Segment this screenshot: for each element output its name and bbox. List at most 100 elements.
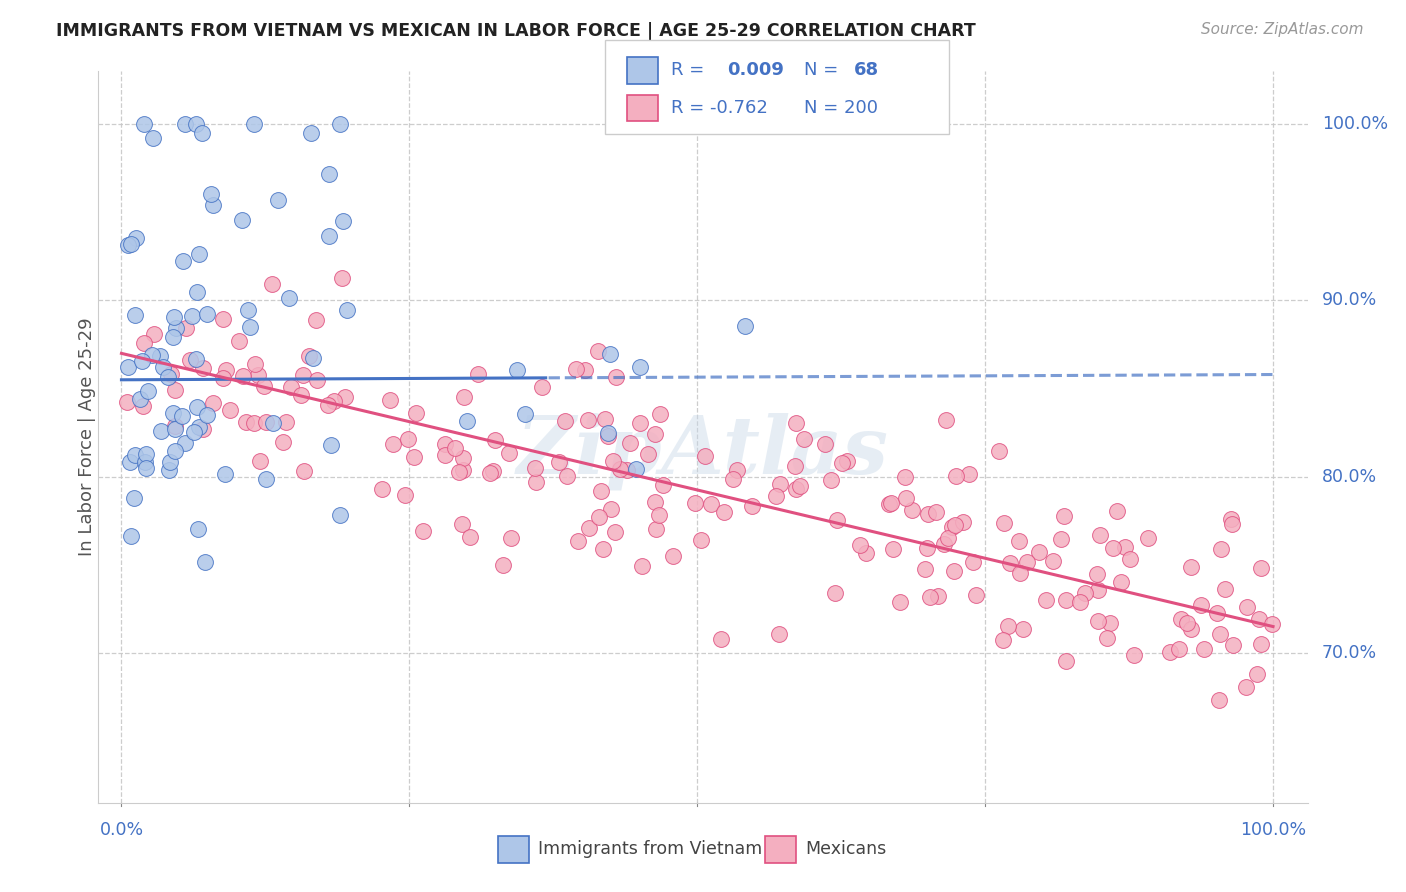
- Point: [243, 357, 266, 371]
- Text: R =: R =: [671, 62, 710, 79]
- Point: [131, 354, 153, 368]
- Point: [588, 510, 610, 524]
- Point: [644, 495, 666, 509]
- Point: [599, 347, 621, 361]
- Point: [149, 349, 172, 363]
- Point: [901, 502, 924, 516]
- Point: [565, 361, 588, 376]
- Point: [183, 425, 205, 439]
- Point: [952, 516, 974, 530]
- Text: Source: ZipAtlas.com: Source: ZipAtlas.com: [1201, 22, 1364, 37]
- Text: Mexicans: Mexicans: [806, 840, 887, 858]
- Point: [785, 458, 807, 473]
- Point: [849, 538, 872, 552]
- Point: [1194, 642, 1216, 657]
- Point: [1189, 598, 1212, 612]
- Point: [262, 277, 284, 292]
- Point: [785, 483, 807, 497]
- Point: [292, 368, 315, 383]
- Point: [600, 501, 623, 516]
- Point: [1220, 516, 1243, 531]
- Point: [231, 212, 253, 227]
- Text: 70.0%: 70.0%: [1322, 644, 1378, 662]
- Point: [162, 406, 184, 420]
- Point: [232, 368, 254, 383]
- Point: [1109, 574, 1132, 589]
- Point: [586, 344, 609, 359]
- Point: [914, 562, 936, 576]
- Point: [943, 564, 966, 578]
- Point: [1180, 559, 1202, 574]
- Point: [945, 468, 967, 483]
- Point: [187, 247, 209, 261]
- Point: [524, 475, 547, 489]
- Point: [602, 453, 624, 467]
- Point: [637, 447, 659, 461]
- Point: [628, 360, 651, 375]
- Point: [235, 415, 257, 429]
- Point: [135, 461, 157, 475]
- Point: [174, 436, 197, 450]
- Point: [142, 131, 165, 145]
- Point: [1167, 642, 1189, 657]
- Point: [506, 363, 529, 377]
- Point: [574, 363, 596, 377]
- Text: ZipAtlas: ZipAtlas: [517, 413, 889, 491]
- Point: [124, 448, 146, 462]
- Point: [1180, 622, 1202, 636]
- Point: [934, 537, 956, 551]
- Point: [938, 531, 960, 545]
- Text: 100.0%: 100.0%: [1322, 115, 1388, 133]
- Point: [254, 415, 277, 429]
- Point: [163, 310, 186, 325]
- Point: [253, 378, 276, 392]
- Point: [1175, 616, 1198, 631]
- Point: [644, 427, 666, 442]
- Point: [785, 416, 807, 430]
- Point: [115, 395, 138, 409]
- Point: [1105, 503, 1128, 517]
- Point: [1137, 531, 1160, 545]
- Point: [997, 619, 1019, 633]
- Point: [1054, 654, 1077, 668]
- Point: [1074, 586, 1097, 600]
- Point: [467, 367, 489, 381]
- Point: [941, 520, 963, 534]
- Point: [1087, 614, 1109, 628]
- Point: [1012, 622, 1035, 636]
- Point: [172, 254, 194, 268]
- Point: [180, 309, 202, 323]
- Point: [305, 312, 328, 326]
- Point: [165, 421, 187, 435]
- Point: [889, 595, 911, 609]
- Point: [713, 505, 735, 519]
- Point: [498, 446, 520, 460]
- Point: [1219, 512, 1241, 526]
- Point: [135, 447, 157, 461]
- Point: [267, 193, 290, 207]
- Point: [652, 478, 675, 492]
- Point: [935, 413, 957, 427]
- Point: [1208, 693, 1230, 707]
- Point: [825, 513, 848, 527]
- Point: [165, 384, 187, 398]
- Point: [380, 392, 402, 407]
- Point: [186, 117, 208, 131]
- Text: IMMIGRANTS FROM VIETNAM VS MEXICAN IN LABOR FORCE | AGE 25-29 CORRELATION CHART: IMMIGRANTS FROM VIETNAM VS MEXICAN IN LA…: [56, 22, 976, 40]
- Point: [1049, 532, 1071, 546]
- Point: [1028, 545, 1050, 559]
- Point: [122, 491, 145, 505]
- Point: [453, 450, 475, 465]
- Point: [254, 472, 277, 486]
- Point: [134, 117, 156, 131]
- Text: N =: N =: [804, 62, 844, 79]
- Point: [609, 462, 631, 476]
- Point: [624, 462, 647, 476]
- Point: [723, 472, 745, 486]
- Point: [187, 522, 209, 536]
- Point: [238, 302, 260, 317]
- Text: Immigrants from Vietnam: Immigrants from Vietnam: [538, 840, 762, 858]
- Point: [725, 463, 748, 477]
- Point: [1054, 593, 1077, 607]
- Point: [1261, 616, 1284, 631]
